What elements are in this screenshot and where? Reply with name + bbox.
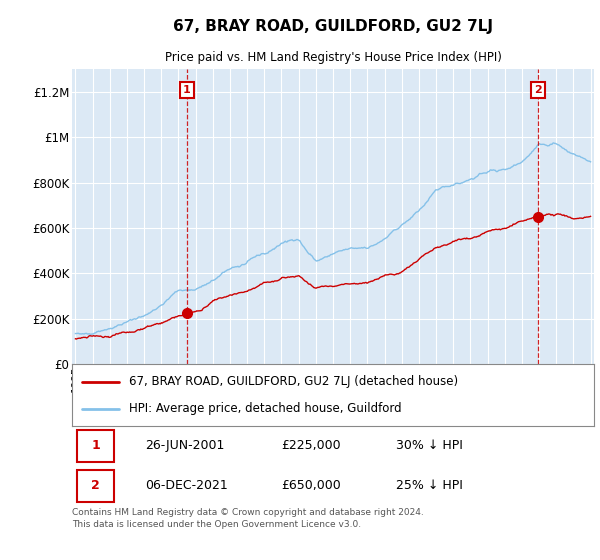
Text: 25% ↓ HPI: 25% ↓ HPI bbox=[395, 479, 463, 492]
Text: 1: 1 bbox=[91, 439, 100, 452]
Text: 30% ↓ HPI: 30% ↓ HPI bbox=[395, 439, 463, 452]
Text: 2: 2 bbox=[91, 479, 100, 492]
Text: 67, BRAY ROAD, GUILDFORD, GU2 7LJ (detached house): 67, BRAY ROAD, GUILDFORD, GU2 7LJ (detac… bbox=[130, 375, 458, 388]
Text: 67, BRAY ROAD, GUILDFORD, GU2 7LJ: 67, BRAY ROAD, GUILDFORD, GU2 7LJ bbox=[173, 20, 493, 34]
Text: HPI: Average price, detached house, Guildford: HPI: Average price, detached house, Guil… bbox=[130, 402, 402, 415]
Text: 26-JUN-2001: 26-JUN-2001 bbox=[145, 439, 224, 452]
Text: 2: 2 bbox=[534, 85, 542, 95]
Text: £225,000: £225,000 bbox=[281, 439, 340, 452]
Text: 1: 1 bbox=[183, 85, 191, 95]
Text: £650,000: £650,000 bbox=[281, 479, 341, 492]
Text: Price paid vs. HM Land Registry's House Price Index (HPI): Price paid vs. HM Land Registry's House … bbox=[164, 51, 502, 64]
Text: Contains HM Land Registry data © Crown copyright and database right 2024.
This d: Contains HM Land Registry data © Crown c… bbox=[72, 508, 424, 529]
FancyBboxPatch shape bbox=[77, 430, 114, 462]
Text: 06-DEC-2021: 06-DEC-2021 bbox=[145, 479, 228, 492]
FancyBboxPatch shape bbox=[77, 470, 114, 502]
